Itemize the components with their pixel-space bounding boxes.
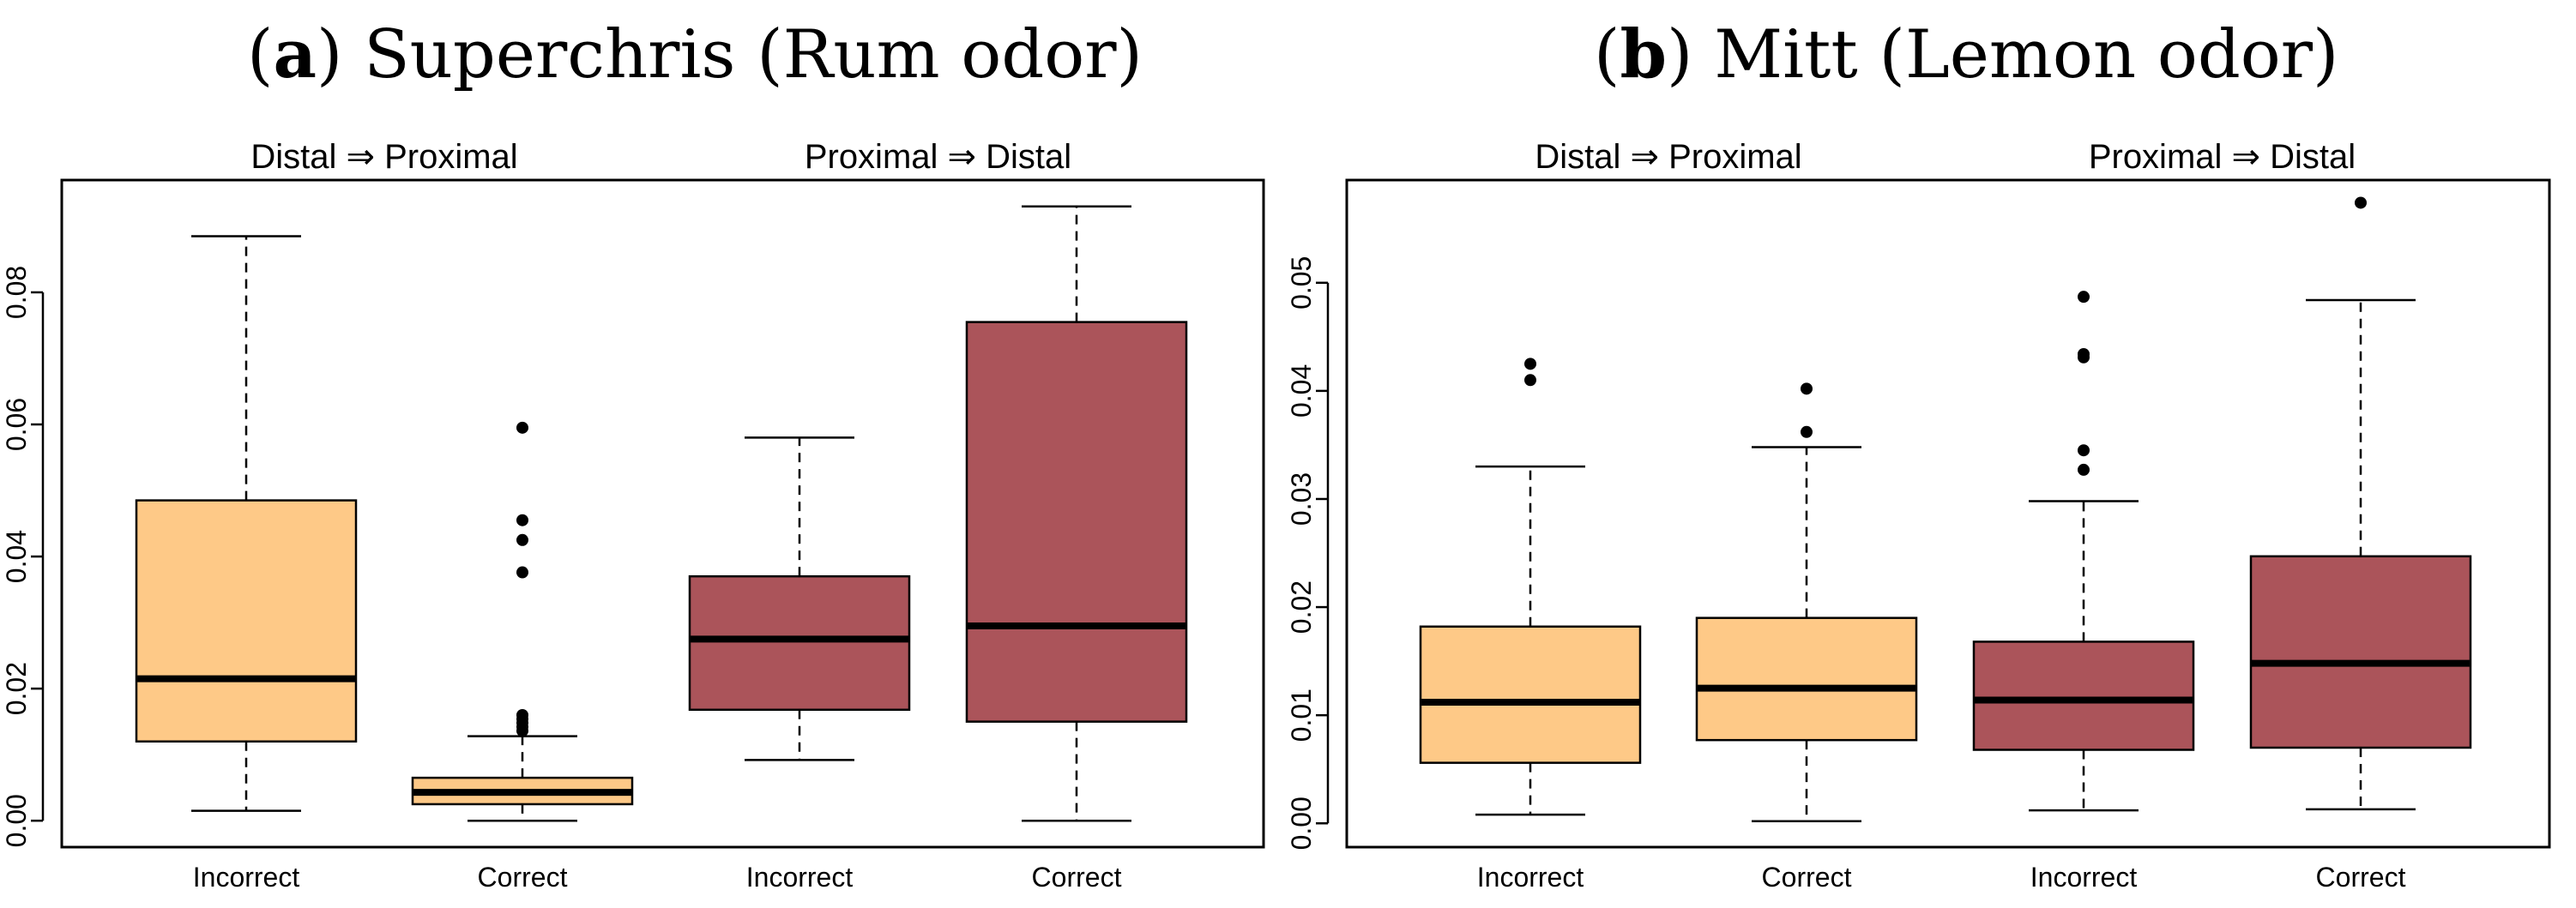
panel-b-plot: 0.00 0.01 0.02 0.03 0.04 0.05 Distal ⇒ Proxima… xyxy=(1286,138,2551,893)
panel-b-y-tick-label: 0.00 xyxy=(1286,797,1317,850)
panel-a-box xyxy=(965,321,1188,723)
panel-b-x-tick-label: Correct xyxy=(1762,862,1852,893)
panel-b-outlier-point xyxy=(1801,425,1813,438)
panel-b-y-tick-label: 0.01 xyxy=(1286,689,1317,742)
panel-a-y-tick-label: 0.06 xyxy=(1,398,32,451)
panel-b-outlier-point xyxy=(2355,196,2367,209)
panel-a-group-label: Proximal ⇒ Distal xyxy=(805,138,1071,176)
panel-a-y-tick-label: 0.02 xyxy=(1,662,32,715)
panel-a-outlier-point xyxy=(516,421,528,434)
panel-b-title-text: Mitt (Lemon odor) xyxy=(1714,16,2339,93)
panel-a-plot: 0.00 0.02 0.04 0.06 0.08 Distal ⇒ Proximal Pro… xyxy=(1,138,1265,893)
panel-b-outlier-point xyxy=(2078,444,2090,457)
panel-b-outlier-point xyxy=(1801,382,1813,395)
panel-a-y-tick-label: 0.08 xyxy=(1,266,32,319)
panel-b-outlier-point xyxy=(1524,358,1536,370)
panel-a-x-tick-label: Incorrect xyxy=(746,862,854,893)
panel-b-box xyxy=(1419,625,1642,764)
panel-b-outlier-point xyxy=(2078,291,2090,304)
panel-b-y-tick-label: 0.05 xyxy=(1286,256,1317,310)
panel-b-group-label: Proximal ⇒ Distal xyxy=(2089,138,2356,176)
panel-b-group-label: Distal ⇒ Proximal xyxy=(1535,138,1801,176)
panel-a-plot-frame xyxy=(60,178,1265,849)
panel-b-plot-frame xyxy=(1345,178,2551,849)
panel-b-x-tick-label: Incorrect xyxy=(1477,862,1584,893)
panel-a-title: (a) Superchris (Rum odor) xyxy=(247,15,1143,93)
panel-b-x-tick-label: Incorrect xyxy=(2030,862,2138,893)
panel-a-x-tick-label: Correct xyxy=(478,862,568,893)
panel-a-y-tick-label: 0.00 xyxy=(1,794,32,847)
panel-b-box xyxy=(2249,555,2472,749)
panel-b-letter: b xyxy=(1620,15,1667,93)
panel-a-box xyxy=(688,574,911,712)
panel-a-letter: a xyxy=(273,15,317,93)
panel-a-y-tick-label: 0.04 xyxy=(1,530,32,583)
panel-a-box xyxy=(135,499,358,743)
panel-a-x-tick-label: Incorrect xyxy=(193,862,300,893)
panel-a-title-text: Superchris (Rum odor) xyxy=(364,16,1143,93)
panel-b-y-tick-label: 0.02 xyxy=(1286,580,1317,634)
panel-b-y-tick-label: 0.04 xyxy=(1286,364,1317,418)
panel-a-group-label: Distal ⇒ Proximal xyxy=(250,138,517,176)
panel-b-outlier-point xyxy=(2078,348,2090,361)
panel-a-outlier-point xyxy=(516,566,528,579)
panel-b-x-tick-label: Correct xyxy=(2316,862,2406,893)
panel-b-box xyxy=(1972,640,2195,751)
panel-b-title: (b) Mitt (Lemon odor) xyxy=(1594,15,2339,93)
panel-a-outlier-point xyxy=(516,533,528,546)
panel-b-box xyxy=(1695,616,1918,742)
panel-a-outlier-point xyxy=(516,514,528,526)
panel-b-y-tick-label: 0.03 xyxy=(1286,472,1317,526)
panel-b-outlier-point xyxy=(2078,463,2090,476)
panel-a-x-tick-label: Correct xyxy=(1032,862,1122,893)
panel-b-outlier-point xyxy=(1524,374,1536,387)
panel-a-outlier-point xyxy=(516,708,528,721)
